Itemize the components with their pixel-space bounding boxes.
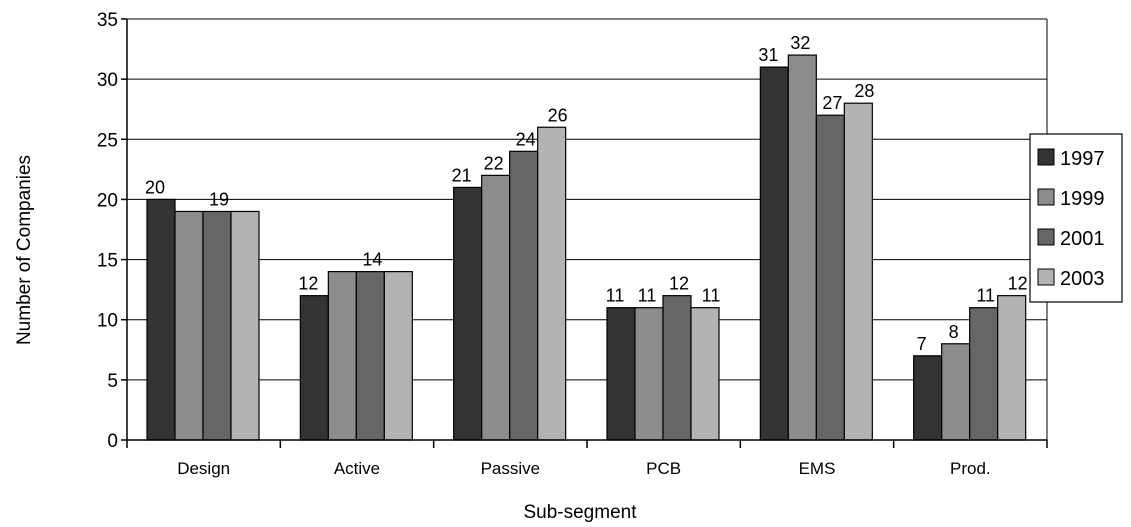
- legend-label-1997: 1997: [1060, 148, 1105, 170]
- data-label-prod-2003: 12: [1008, 274, 1028, 294]
- y-tick-label-15: 15: [97, 251, 118, 272]
- bar-pcb-1997: [606, 307, 636, 441]
- data-label-design-2001: 19: [209, 189, 229, 209]
- data-label-passive-2003: 26: [548, 105, 568, 125]
- bar-pcb-1999: [634, 307, 664, 441]
- data-label-active-1997: 12: [298, 274, 318, 294]
- y-tick-label-10: 10: [97, 311, 118, 332]
- bar-ems-2001: [815, 114, 845, 441]
- bar-prod-2001: [969, 307, 999, 441]
- data-label-passive-1997: 21: [452, 165, 472, 185]
- bar-passive-2003: [537, 126, 567, 441]
- data-label-prod-1997: 7: [917, 334, 927, 354]
- x-category-label-design: Design: [177, 459, 230, 478]
- bar-ems-1999: [787, 54, 817, 441]
- data-label-prod-1999: 8: [949, 322, 959, 342]
- y-tick-label-0: 0: [107, 431, 118, 452]
- bar-pcb-2001: [662, 295, 692, 441]
- legend: 1997 1999 2001 2003: [1029, 133, 1123, 303]
- bar-prod-2003: [997, 295, 1027, 441]
- legend-swatch-2001: [1037, 228, 1055, 246]
- data-label-pcb-2001: 12: [669, 274, 689, 294]
- legend-label-2001: 2001: [1060, 228, 1105, 250]
- bar-prod-1997: [913, 355, 943, 441]
- y-tick-label-20: 20: [97, 190, 118, 211]
- legend-swatch-2003: [1037, 268, 1055, 286]
- data-label-pcb-1997: 11: [606, 286, 625, 306]
- bar-ems-1997: [759, 66, 789, 441]
- bar-active-1997: [299, 295, 329, 441]
- x-category-label-active: Active: [334, 459, 380, 478]
- data-label-prod-2001: 11: [976, 286, 995, 306]
- data-label-design-1997: 20: [145, 177, 165, 197]
- legend-label-1999: 1999: [1060, 188, 1105, 210]
- bar-pcb-2003: [690, 307, 720, 441]
- bar-active-1999: [327, 271, 357, 441]
- x-category-label-prod: Prod.: [950, 459, 991, 478]
- data-label-ems-1997: 31: [758, 45, 778, 65]
- data-label-active-2001: 14: [362, 250, 382, 270]
- data-label-ems-2001: 27: [822, 93, 842, 113]
- data-label-passive-2001: 24: [516, 129, 536, 149]
- x-category-label-pcb: PCB: [646, 459, 681, 478]
- bar-design-2001: [202, 210, 232, 441]
- y-axis-title: Number of Companies: [14, 155, 35, 345]
- bar-design-2003: [230, 210, 260, 441]
- bar-passive-2001: [509, 150, 539, 441]
- bar-design-1999: [174, 210, 204, 441]
- y-tick-label-35: 35: [97, 10, 118, 31]
- bar-active-2003: [383, 271, 413, 441]
- bar-passive-1999: [481, 174, 511, 441]
- bar-active-2001: [355, 271, 385, 441]
- y-tick-label-25: 25: [97, 130, 118, 151]
- legend-label-2003: 2003: [1060, 268, 1105, 290]
- x-category-label-passive: Passive: [481, 459, 541, 478]
- y-tick-label-30: 30: [97, 70, 118, 91]
- legend-swatch-1997: [1037, 148, 1055, 166]
- data-label-ems-2003: 28: [854, 81, 874, 101]
- x-category-label-ems: EMS: [799, 459, 836, 478]
- bar-prod-1999: [941, 343, 971, 441]
- x-axis-title: Sub-segment: [523, 502, 637, 523]
- data-labels: 20 19 12 14 21 22 24 26 11 11 12 11 31 32 27 28 7 8 11 12: [145, 33, 1028, 354]
- bar-design-1997: [146, 198, 176, 441]
- data-label-pcb-2003: 11: [702, 286, 721, 306]
- axes: 0 5 10 15 20 25 30 35 Design Active Passive PCB EMS P…: [97, 10, 1048, 478]
- data-label-ems-1999: 32: [790, 33, 810, 53]
- bar-ems-2003: [843, 102, 873, 441]
- data-label-passive-1999: 22: [484, 153, 504, 173]
- y-tick-label-5: 5: [107, 371, 118, 392]
- data-label-pcb-1999: 11: [638, 286, 657, 306]
- bar-passive-1997: [453, 186, 483, 441]
- legend-swatch-1999: [1037, 188, 1055, 206]
